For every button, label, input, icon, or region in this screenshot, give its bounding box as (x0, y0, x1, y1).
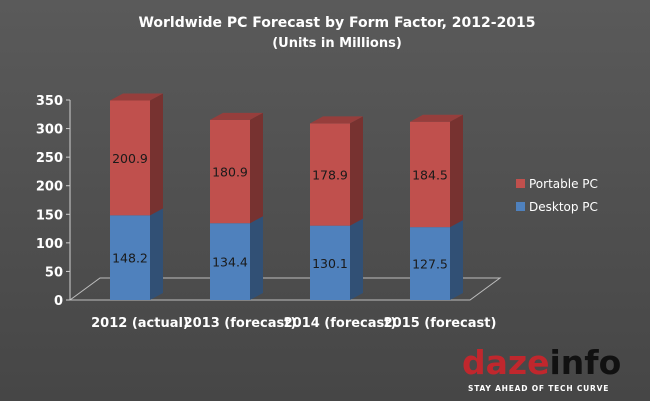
y-tick-label: 100 (36, 237, 63, 252)
bar-side-face (350, 116, 363, 226)
legend-label: Desktop PC (529, 200, 598, 214)
y-tick-label: 250 (36, 151, 63, 166)
bar-group: 148.2 200.9 134.4 180.9 130.1 178.9 127.5 184.5 (110, 93, 463, 300)
chart-title: Worldwide PC Forecast by Form Factor, 20… (138, 15, 535, 31)
data-label: 127.5 (412, 257, 448, 272)
bar-top-face (110, 93, 163, 101)
data-label: 184.5 (412, 167, 448, 182)
bar-side-face (450, 220, 463, 300)
bar-top-face (410, 114, 463, 122)
bar-front-face (410, 227, 450, 300)
bar-front-face (210, 119, 250, 224)
data-label: 134.4 (212, 255, 248, 270)
bar-desktop-pc-2: 130.1 (310, 218, 363, 300)
bar-desktop-pc-1: 134.4 (210, 216, 263, 300)
legend-label: Portable PC (529, 177, 598, 191)
legend: Portable PC Desktop PC (516, 177, 598, 214)
bar-front-face (410, 121, 450, 228)
data-label: 130.1 (312, 256, 348, 271)
data-label: 148.2 (112, 251, 148, 266)
bar-top-face (310, 116, 363, 124)
bar-side-face (350, 218, 363, 300)
bar-side-face (150, 208, 163, 300)
dazeinfo-logo: dazeinfo STAY AHEAD OF TECH CURVE (462, 343, 621, 393)
bar-front-face (210, 223, 250, 300)
x-axis-labels: 2012 (actual)2013 (forecast)2014 (foreca… (91, 316, 496, 331)
bar-side-face (450, 114, 463, 228)
y-axis: 0 50 100 150 200 250 300 350 (36, 94, 71, 309)
legend-item-portable-pc: Portable PC (516, 177, 598, 191)
bar-top-face (210, 112, 263, 120)
y-tick-label: 200 (36, 180, 63, 195)
bar-desktop-pc-3: 127.5 (410, 220, 463, 300)
y-tick-label: 50 (45, 265, 63, 280)
chart-subtitle: (Units in Millions) (272, 36, 402, 51)
bar-portable-pc-3: 184.5 (410, 114, 463, 228)
bar-portable-pc-0: 200.9 (110, 93, 163, 216)
legend-swatch (516, 179, 525, 188)
y-tick-label: 300 (36, 123, 63, 138)
bar-front-face (110, 100, 150, 216)
bar-portable-pc-2: 178.9 (310, 116, 363, 226)
data-label: 178.9 (312, 168, 348, 183)
y-tick-label: 150 (36, 208, 63, 223)
y-tick-label: 350 (36, 94, 63, 109)
bar-side-face (250, 216, 263, 300)
bar-side-face (150, 93, 163, 216)
x-tick-label: 2012 (actual) (91, 316, 189, 331)
legend-swatch (516, 202, 525, 211)
data-label: 180.9 (212, 165, 248, 180)
logo-text: dazeinfo (462, 343, 621, 382)
bar-portable-pc-1: 180.9 (210, 112, 263, 224)
bar-front-face (110, 215, 150, 300)
bar-front-face (310, 225, 350, 300)
x-tick-label: 2015 (forecast) (384, 316, 497, 331)
data-label: 200.9 (112, 151, 148, 166)
x-tick-label: 2013 (forecast) (184, 316, 297, 331)
bar-side-face (250, 112, 263, 224)
legend-item-desktop-pc: Desktop PC (516, 200, 598, 214)
logo-tagline: STAY AHEAD OF TECH CURVE (468, 384, 609, 393)
x-tick-label: 2014 (forecast) (284, 316, 397, 331)
y-tick-label: 0 (54, 294, 63, 309)
bar-front-face (310, 123, 350, 226)
bar-desktop-pc-0: 148.2 (110, 208, 163, 300)
